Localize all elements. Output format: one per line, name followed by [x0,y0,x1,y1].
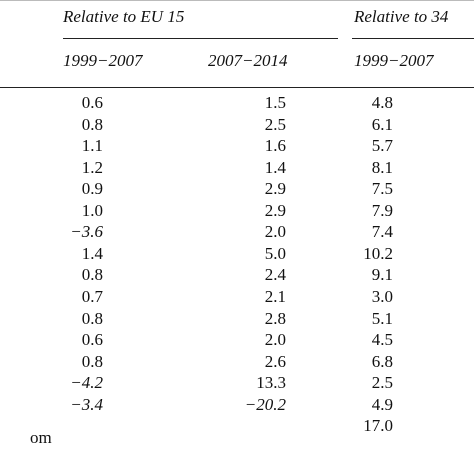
table-cell-col-3: 2.5 [371,373,393,393]
table-cell-col-1: −3.4 [70,394,103,414]
group1-header: Relative to EU 15 [63,7,185,26]
table-cell-col-3: 9.1 [371,265,393,285]
table-cell-col-2: 1.5 [264,93,286,112]
group2-header: Relative to 34 [354,7,449,26]
table-cell-col-1: 0.8 [81,265,103,285]
table-cell-col-2: 2.0 [264,330,286,350]
table-cell-col-3: 5.7 [371,136,393,156]
table-cell-col-2: −20.2 [244,394,286,414]
table-cell-col-2: 1.6 [264,136,286,156]
top-rule [0,0,474,1]
table-cell-col-3: 6.8 [371,351,393,371]
table-cell-col-2: 2.9 [264,200,286,220]
table-cell-col-2: 1.4 [264,157,286,177]
table-cell-col-2: 2.6 [264,351,286,371]
header-bottom-rule [0,87,474,88]
table-cell-col-1: 0.8 [81,351,103,371]
table-cell-col-1: 0.9 [81,179,103,199]
table-cell-col-1: 1.0 [81,200,103,220]
table-cell-col-2: 2.0 [264,222,286,242]
row-label-fragment: om [30,428,52,447]
table-cell-col-2: 13.3 [256,373,286,393]
table-cell-col-2: 2.1 [264,286,286,306]
group1-underline [63,38,338,39]
table-cell-col-3: 10.2 [363,243,393,263]
period-header-3: 1999−2007 [354,51,434,70]
table-cell-col-3: 17.0 [363,416,393,436]
table-cell-col-3: 3.0 [371,286,393,306]
table-cell-col-3: 4.8 [371,93,393,112]
table-cell-col-1: 0.6 [81,93,103,112]
table-cell-col-3: 7.5 [371,179,393,199]
period-header-1: 1999−2007 [63,51,143,70]
table-cell-col-1: 0.8 [81,308,103,328]
table-cell-col-3: 4.5 [371,330,393,350]
table-cell-col-1: 1.1 [81,136,103,156]
table-cell-col-3: 7.4 [371,222,393,242]
table-cell-col-1: 0.6 [81,330,103,350]
table-cell-col-2: 2.4 [264,265,286,285]
table-cell-col-1: 1.2 [81,157,103,177]
table-cell-col-1: 0.7 [81,286,103,306]
table-cell-col-2: 5.0 [264,243,286,263]
group2-underline [352,38,474,39]
period-header-2: 2007−2014 [208,51,288,70]
table-cell-col-3: 7.9 [371,200,393,220]
table-cell-col-3: 5.1 [371,308,393,328]
table-cell-col-3: 8.1 [371,157,393,177]
table-cell-col-1: −3.6 [70,222,103,242]
table-cell-col-1: 0.8 [81,114,103,134]
table-cell-col-1: −4.2 [70,373,103,393]
table-cell-col-3: 6.1 [371,114,393,134]
table-cell-col-3: 4.9 [371,394,393,414]
table-cell-col-2: 2.8 [264,308,286,328]
table-cell-col-2: 2.5 [264,114,286,134]
table-cell-col-2: 2.9 [264,179,286,199]
table-cell-col-1: 1.4 [81,243,103,263]
